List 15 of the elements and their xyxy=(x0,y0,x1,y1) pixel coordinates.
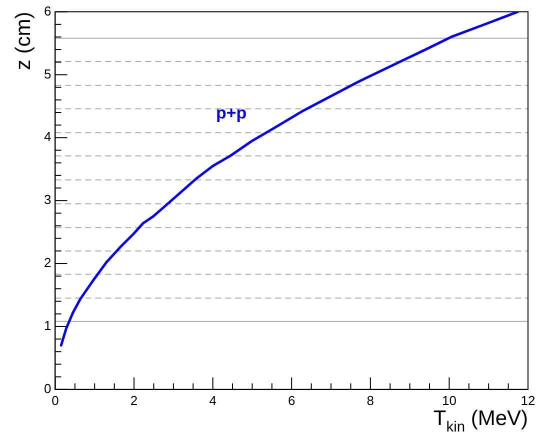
y-tick-label: 1 xyxy=(44,318,52,334)
x-tick-label: 2 xyxy=(130,392,138,408)
x-tick-label: 8 xyxy=(366,392,374,408)
y-tick-label: 4 xyxy=(44,129,52,144)
x-tick-label: 6 xyxy=(288,392,296,408)
y-axis-title: z (cm) xyxy=(12,12,35,70)
x-tick-label: 4 xyxy=(209,392,216,408)
y-tick-label: 0 xyxy=(44,380,52,396)
y-tick-label: 3 xyxy=(44,192,52,208)
y-tick-label: 2 xyxy=(44,255,52,270)
y-tick-label: 5 xyxy=(44,66,52,82)
y-tick-label: 6 xyxy=(44,3,52,18)
series-label: p+p xyxy=(216,103,247,122)
x-tick-label: 12 xyxy=(520,392,536,408)
x-tick-label: 10 xyxy=(442,392,456,408)
